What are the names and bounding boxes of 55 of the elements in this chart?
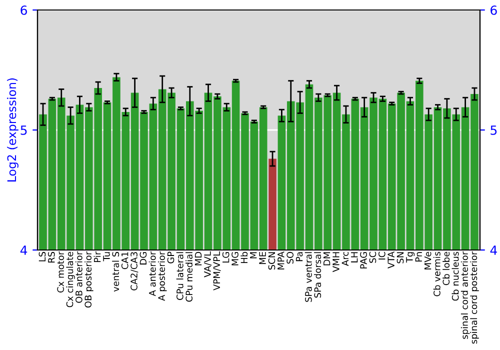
x-tick-label: Pn (415, 252, 422, 262)
x-tick-label: SN (396, 252, 404, 264)
x-tick-label: SC (369, 252, 376, 263)
x-tick-label: Cx cingulate (66, 252, 75, 308)
x-tick-label: CPu lateral (176, 252, 184, 300)
x-tick-label: Pa (296, 252, 303, 262)
x-tick-label: SCN (268, 252, 276, 270)
x-tick-label: VPM/VPL (213, 251, 221, 290)
y-tick-label: 6 (20, 5, 27, 15)
y-tick-label: 4 (20, 246, 28, 255)
x-tick-label: Cb lobe (442, 252, 450, 286)
x-tick-label: MPA (278, 251, 284, 270)
x-tick-label: Pir (94, 251, 101, 262)
x-tick-label: CA1 (121, 252, 128, 270)
y2-tick-label: 4 (490, 246, 497, 255)
x-tick-label: OB anterior (75, 251, 82, 303)
x-tick-label: PAG (360, 252, 367, 268)
x-tick-label: Cb vermis (433, 252, 440, 296)
y-axis-title: Log2 (expression) (7, 78, 18, 182)
x-tick-label: SPa ventral (304, 252, 312, 302)
x-tick-label: MG (232, 252, 238, 266)
x-tick-label: SPa dorsal (314, 252, 322, 298)
x-tick-label: MVe (424, 252, 432, 270)
y2-tick-label: 6 (490, 5, 497, 15)
x-tick-label: LH (351, 252, 358, 262)
x-tick-label: CPu medial (186, 252, 193, 302)
x-tick-label: MD (194, 252, 202, 266)
x-tick-label: ME (259, 252, 266, 264)
x-tick-label: Cx motor (57, 251, 64, 292)
x-tick-label: DG (140, 252, 147, 264)
y2-tick-label: 5 (490, 126, 497, 135)
x-tick-label: spinal cord posterior (470, 251, 479, 344)
y-tick-label: 5 (20, 126, 27, 135)
x-tick-label: A anterior (148, 251, 156, 296)
x-tick-label: OB posterior (84, 251, 94, 308)
x-tick-label: M (250, 252, 257, 258)
x-tick-label: LS (38, 252, 46, 262)
x-tick-label: spinal cord anterior (460, 251, 470, 339)
x-tick-label: Cb nucleus (452, 252, 459, 301)
x-tick-label: VTA (388, 251, 394, 268)
x-tick-label: CA2/CA3 (130, 252, 138, 290)
x-tick-label: VA/VL (204, 251, 212, 278)
x-tick-label: Tu (103, 252, 110, 262)
x-tick-label: ventral S (112, 252, 120, 292)
x-tick-label: Tg (406, 252, 415, 263)
x-tick-label: SO (286, 252, 294, 264)
x-tick-label: Arc (342, 252, 349, 266)
x-tick-label: IC (378, 252, 386, 260)
x-tick-label: DM (324, 252, 330, 266)
x-tick-label: Hb (240, 252, 248, 264)
x-tick-label: GP (167, 252, 174, 264)
x-tick-label: RS (48, 252, 55, 263)
x-tick-label: A posterior (158, 251, 167, 301)
x-tick-label: VMH (332, 252, 340, 272)
x-tick-label: LG (222, 252, 230, 263)
